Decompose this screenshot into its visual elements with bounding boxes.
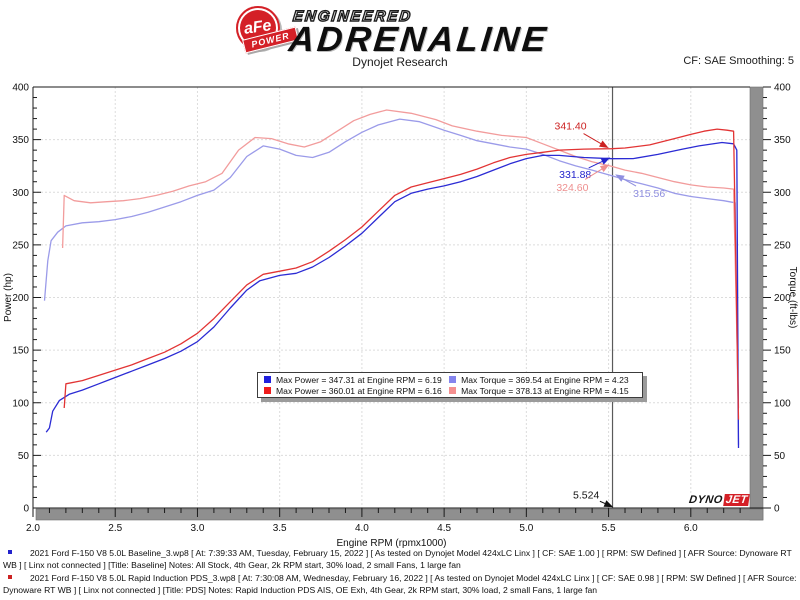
svg-text:50: 50 [18,451,30,462]
callout-315-56: 315.56 [633,188,665,200]
svg-text:350: 350 [12,135,29,146]
svg-text:3.0: 3.0 [190,523,204,534]
run-description-baseline: 2021 Ford F-150 V8 5.0L Baseline_3.wp8 [… [0,547,798,571]
dynojet-logo: DYNO JET [687,494,751,506]
axis-ticks-labels: 2.0 2.5 3.0 3.5 4.0 4.5 5.0 5.5 6.0 0 0 50 50 100 100 1… [3,83,798,550]
curve-pds-torque-ft-lbs- [61,109,740,409]
svg-text:5.0: 5.0 [519,523,533,534]
svg-text:0: 0 [23,504,29,515]
legend-swatch-icon [264,387,271,394]
run-text: 2021 Ford F-150 V8 5.0L Baseline_3.wp8 [… [3,548,792,570]
run-bullet [8,550,12,554]
brand-adrenaline-text: ADRENALINE [287,20,551,59]
svg-text:300: 300 [774,188,791,199]
dynojet-logo-dyno: DYNO [687,494,725,506]
svg-text:250: 250 [12,240,29,251]
svg-text:4.5: 4.5 [437,523,451,534]
run-text: 2021 Ford F-150 V8 5.0L Rapid Induction … [3,573,797,595]
svg-text:4.0: 4.0 [355,523,369,534]
svg-text:400: 400 [774,83,791,94]
legend-swatch-icon [264,376,271,383]
curve-pds-power-hp- [63,128,740,420]
svg-text:200: 200 [12,293,29,304]
svg-text:3.5: 3.5 [273,523,287,534]
legend-entry: Max Torque = 378.13 at Engine RPM = 4.15 [449,386,636,396]
svg-text:150: 150 [774,346,791,357]
dynojet-logo-jet: JET [722,494,751,506]
run-info-footer: 2021 Ford F-150 V8 5.0L Baseline_3.wp8 [… [0,547,798,597]
run-description-pds: 2021 Ford F-150 V8 5.0L Rapid Induction … [0,572,798,596]
curve-baseline-torque-ft-lbs- [43,118,740,445]
run-bullet [8,575,12,579]
legend-entry: Max Power = 347.31 at Engine RPM = 6.19 [264,375,449,385]
svg-text:2.0: 2.0 [26,523,40,534]
callout-341-40: 341.40 [555,121,587,133]
svg-text:100: 100 [774,398,791,409]
svg-text:150: 150 [12,346,29,357]
y-axis-label-power: Power (hp) [3,273,14,322]
curve-baseline-power-hp- [45,141,740,449]
svg-text:5.5: 5.5 [602,523,616,534]
svg-text:2.5: 2.5 [108,523,122,534]
brand-header: aFe POWER ENGINEERED ADRENALINE [0,0,800,59]
svg-text:6.0: 6.0 [684,523,698,534]
chart-title: Dynojet Research [352,55,448,69]
svg-text:350: 350 [774,135,791,146]
series-curves [43,109,740,449]
callout-324-60: 324.60 [556,182,588,194]
y-axis-label-torque: Torque (ft-lbs) [787,267,798,329]
legend-entry: Max Power = 360.01 at Engine RPM = 6.16 [264,386,449,396]
svg-text:300: 300 [12,188,29,199]
svg-text:100: 100 [12,398,29,409]
legend-swatch-icon [449,387,457,394]
callout-5-524: 5.524 [573,490,599,502]
legend-box: Max Power = 347.31 at Engine RPM = 6.19 M… [257,372,643,398]
x-axis-label: Engine RPM (rpmx1000) [336,538,446,549]
svg-text:0: 0 [774,504,780,515]
legend-swatch-icon [449,376,457,383]
legend-entry: Max Torque = 369.54 at Engine RPM = 4.23 [449,375,636,385]
gridlines [33,87,750,508]
svg-text:250: 250 [774,240,791,251]
svg-text:50: 50 [774,451,786,462]
svg-text:400: 400 [12,83,29,94]
callout-331-88: 331.88 [559,169,591,181]
smoothing-label: CF: SAE Smoothing: 5 [683,55,794,67]
svg-text:200: 200 [774,293,791,304]
